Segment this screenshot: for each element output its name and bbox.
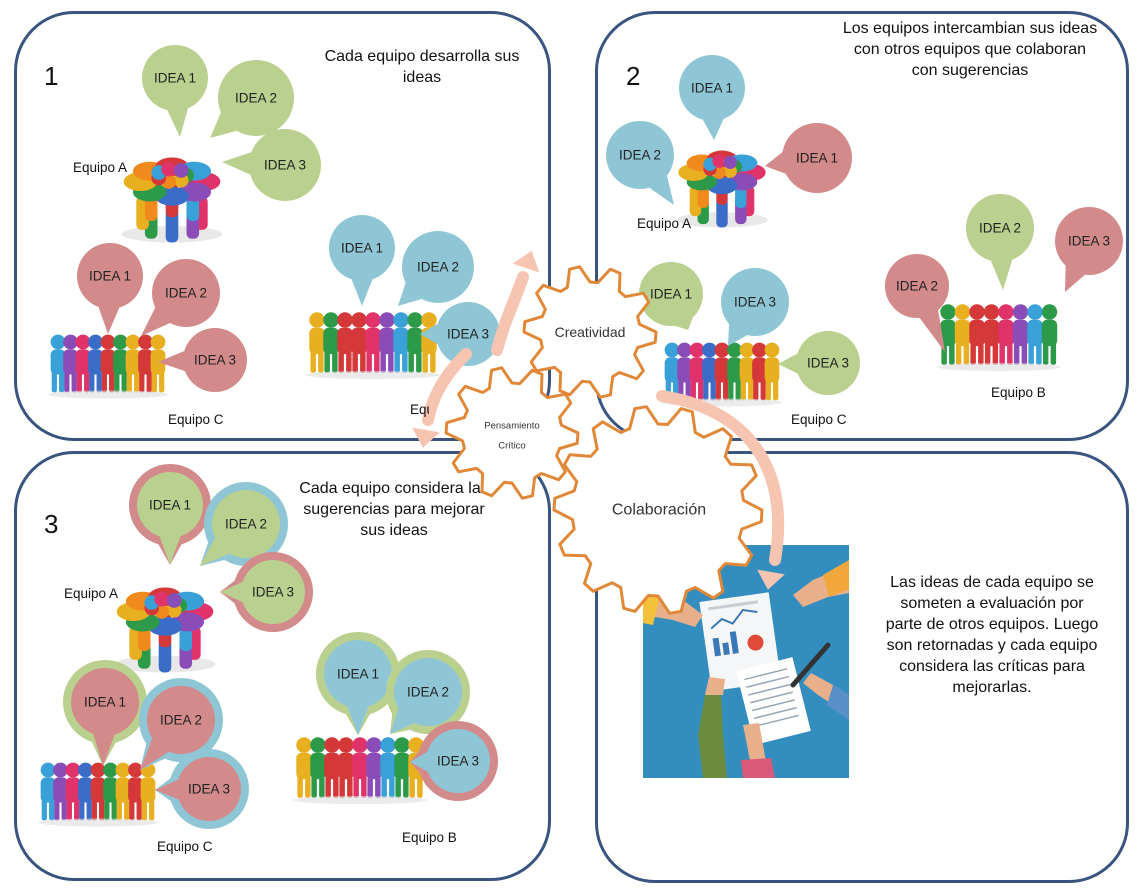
p1-team-b-line-icon (306, 312, 440, 379)
p3-team-b-line-icon (293, 737, 427, 804)
panel-3-team-c-label: Equipo C (157, 839, 213, 854)
idea-label: IDEA 1 (84, 695, 126, 710)
idea-label: IDEA 2 (896, 279, 938, 294)
p2-b-idea-1-bubble: IDEA 2 (885, 254, 949, 352)
idea-label: IDEA 2 (417, 260, 459, 275)
p3-b-idea-2-bubble: IDEA 2 (386, 650, 470, 734)
idea-label: IDEA 3 (252, 585, 294, 600)
idea-label: IDEA 2 (225, 517, 267, 532)
p1-b-idea-1-bubble: IDEA 1 (329, 215, 395, 306)
idea-label: IDEA 3 (264, 158, 306, 173)
panel-2-description: Los equipos intercambian sus ideas con o… (842, 20, 1098, 79)
pensamiento-label-line-1: Pensamiento (484, 421, 539, 432)
p2-a-idea-3-bubble: IDEA 1 (765, 123, 852, 193)
p1-team-a-huddle-icon (121, 157, 223, 243)
panel-2-team-c-label: Equipo C (791, 412, 847, 427)
idea-label: IDEA 1 (154, 71, 196, 86)
arrow-colaboracion-icon (656, 390, 785, 590)
idea-label: IDEA 1 (89, 269, 131, 284)
panel-2-team-b-label: Equipo B (991, 385, 1046, 400)
p3-team-a-huddle-icon (114, 587, 216, 673)
idea-label: IDEA 3 (194, 353, 236, 368)
idea-label: IDEA 2 (407, 685, 449, 700)
pensamiento-gear-icon (444, 366, 580, 500)
panel-1-team-c-label: Equipo C (168, 412, 224, 427)
p2-team-b-line-icon (936, 304, 1061, 371)
arrow-creatividad-icon (491, 250, 540, 356)
idea-label: IDEA 1 (337, 667, 379, 682)
p3-a-idea-3-bubble: IDEA 3 (220, 552, 313, 632)
p3-c-idea-2-bubble: IDEA 2 (139, 678, 223, 770)
idea-label: IDEA 1 (796, 151, 838, 166)
creatividad-label: Creatividad (555, 324, 626, 340)
p1-b-idea-2-bubble: IDEA 2 (398, 231, 474, 306)
p1-team-c-line-icon (47, 334, 169, 399)
p2-b-idea-2-bubble: IDEA 2 (966, 194, 1034, 290)
idea-label: IDEA 3 (447, 327, 489, 342)
idea-label: IDEA 1 (650, 287, 692, 302)
panel-1-team-b-label: Equipo B (410, 402, 429, 417)
panel-1-team-a-label: Equipo A (73, 160, 128, 175)
panel-2-number: 2 (626, 61, 641, 91)
panel-2-team-a-label: Equipo A (637, 216, 692, 231)
p3-team-c-line-icon (37, 762, 159, 827)
panel-3-description: Cada equipo considera las sugerencias pa… (299, 480, 489, 539)
p2-b-idea-3-bubble: IDEA 3 (1055, 207, 1123, 292)
creatividad-gear-icon (522, 265, 658, 399)
idea-label: IDEA 1 (149, 498, 191, 513)
p1-a-idea-1-bubble: IDEA 1 (142, 45, 208, 137)
idea-label: IDEA 2 (165, 286, 207, 301)
p2-c-idea-2-bubble: IDEA 3 (721, 268, 789, 346)
arrow-pensamiento-icon (412, 348, 472, 448)
p3-a-idea-2-bubble: IDEA 2 (200, 482, 288, 566)
panel-3-team-b-label: Equipo B (402, 830, 457, 845)
p2-a-idea-2-bubble: IDEA 2 (606, 121, 674, 205)
idea-label: IDEA 3 (1068, 234, 1110, 249)
panel-3-number: 3 (44, 509, 59, 539)
idea-label: IDEA 2 (160, 713, 202, 728)
idea-label: IDEA 3 (734, 295, 776, 310)
p1-b-idea-3-bubble: IDEA 3 (420, 302, 500, 366)
idea-label: IDEA 1 (691, 81, 733, 96)
p3-c-idea-1-bubble: IDEA 1 (63, 660, 147, 766)
p3-c-idea-3-bubble: IDEA 3 (155, 749, 249, 829)
pensamiento-label-line-2: Crítico (498, 441, 525, 452)
panel-3-team-a-label: Equipo A (64, 586, 119, 601)
p1-c-idea-3-bubble: IDEA 3 (158, 328, 247, 392)
colaboracion-label: Colaboración (612, 502, 706, 519)
p2-team-a-huddle-icon (676, 150, 768, 228)
p1-a-idea-3-bubble: IDEA 3 (222, 129, 321, 201)
p3-b-idea-1-bubble: IDEA 1 (316, 632, 400, 735)
p2-c-idea-3-bubble: IDEA 3 (778, 331, 860, 395)
p1-c-idea-2-bubble: IDEA 2 (141, 259, 220, 336)
idea-label: IDEA 2 (979, 221, 1021, 236)
p1-a-idea-2-bubble: IDEA 2 (210, 60, 294, 138)
idea-label: IDEA 3 (437, 754, 479, 769)
p2-team-c-line-icon (661, 342, 783, 407)
colaboracion-gear-icon (552, 405, 764, 615)
panel-1-description: Cada equipo desarrolla sus ideas (324, 48, 520, 86)
p1-c-idea-1-bubble: IDEA 1 (77, 243, 143, 334)
panel-1-number: 1 (44, 61, 59, 91)
idea-label: IDEA 2 (619, 148, 661, 163)
idea-label: IDEA 3 (807, 356, 849, 371)
p3-b-idea-3-bubble: IDEA 3 (410, 721, 498, 801)
p2-a-idea-1-bubble: IDEA 1 (679, 55, 745, 140)
idea-label: IDEA 1 (341, 241, 383, 256)
panel-4-description: Las ideas de cada equipo se someten a ev… (885, 574, 1099, 696)
idea-label: IDEA 3 (188, 782, 230, 797)
p2-c-idea-1-bubble: IDEA 1 (639, 262, 703, 330)
p3-a-idea-1-bubble: IDEA 1 (129, 464, 211, 565)
idea-label: IDEA 2 (235, 91, 277, 106)
